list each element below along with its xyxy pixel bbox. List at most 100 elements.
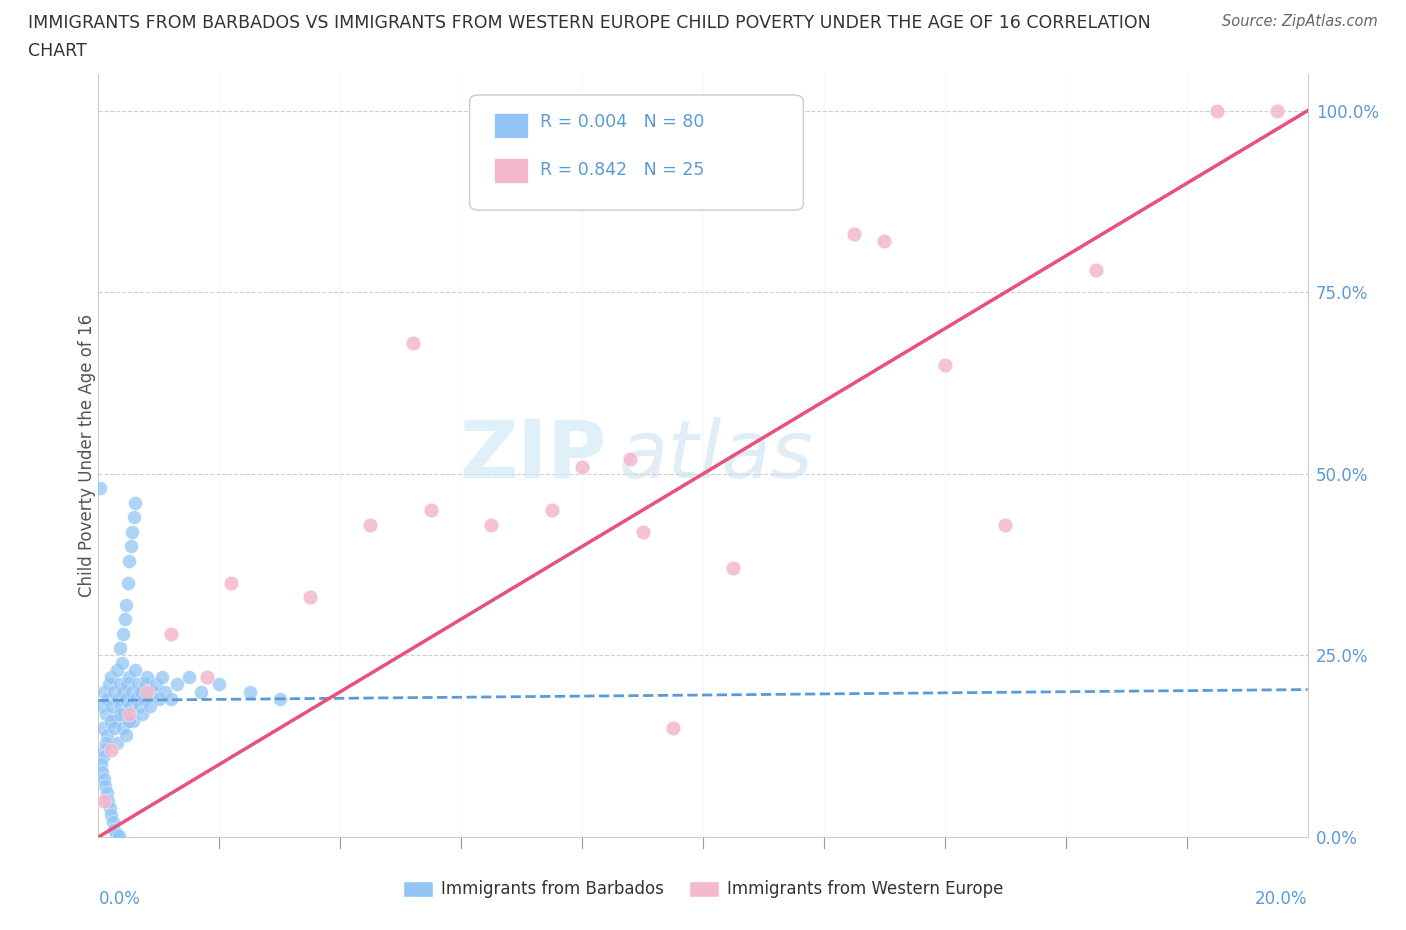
Point — [100, 713, 122, 728]
Point — [360, 517, 382, 532]
Point — [98, 801, 121, 816]
Point — [195, 670, 218, 684]
FancyBboxPatch shape — [494, 113, 527, 138]
Point — [239, 684, 262, 699]
Point — [142, 684, 165, 699]
Point — [131, 706, 153, 721]
Point — [93, 684, 115, 699]
Point — [93, 793, 115, 808]
Point — [114, 612, 136, 627]
Point — [128, 698, 150, 713]
Point — [661, 721, 683, 736]
Point — [844, 227, 866, 242]
Point — [96, 786, 118, 801]
Point — [107, 692, 129, 707]
Point — [190, 684, 212, 699]
Point — [121, 525, 143, 539]
Point — [127, 677, 149, 692]
Point — [103, 822, 125, 837]
Point — [112, 706, 135, 721]
Point — [208, 677, 231, 692]
Y-axis label: Child Poverty Under the Age of 16: Child Poverty Under the Age of 16 — [79, 314, 96, 597]
Point — [121, 684, 143, 699]
Point — [114, 728, 136, 743]
Point — [1267, 103, 1289, 118]
Point — [124, 496, 146, 511]
Point — [150, 670, 173, 684]
Text: 20.0%: 20.0% — [1256, 890, 1308, 909]
Point — [118, 553, 141, 568]
Point — [118, 670, 141, 684]
Point — [540, 503, 562, 518]
Point — [111, 684, 134, 699]
Point — [934, 357, 956, 372]
Point — [145, 677, 167, 692]
Point — [402, 336, 425, 351]
Point — [89, 481, 111, 496]
Point — [221, 576, 243, 591]
Point — [100, 742, 122, 757]
Point — [118, 698, 141, 713]
Point — [723, 561, 745, 576]
Point — [994, 517, 1017, 532]
Point — [105, 662, 128, 677]
Point — [111, 721, 134, 736]
Point — [108, 677, 131, 692]
Point — [100, 698, 122, 713]
Point — [100, 808, 122, 823]
Point — [96, 692, 118, 707]
Point — [91, 750, 114, 764]
Point — [93, 742, 115, 757]
Point — [103, 721, 125, 736]
Point — [98, 677, 121, 692]
Point — [148, 692, 170, 707]
Point — [104, 713, 127, 728]
Legend: Immigrants from Barbados, Immigrants from Western Europe: Immigrants from Barbados, Immigrants fro… — [396, 873, 1010, 905]
Point — [1085, 263, 1108, 278]
Point — [103, 684, 125, 699]
Point — [94, 706, 117, 721]
Point — [132, 692, 155, 707]
Text: CHART: CHART — [28, 42, 87, 60]
Point — [1206, 103, 1229, 118]
Point — [112, 626, 135, 641]
Point — [94, 735, 117, 750]
FancyBboxPatch shape — [494, 158, 527, 183]
Text: IMMIGRANTS FROM BARBADOS VS IMMIGRANTS FROM WESTERN EUROPE CHILD POVERTY UNDER T: IMMIGRANTS FROM BARBADOS VS IMMIGRANTS F… — [28, 14, 1152, 32]
Point — [135, 684, 157, 699]
Point — [93, 772, 115, 787]
Point — [122, 713, 145, 728]
Point — [108, 706, 131, 721]
Point — [115, 597, 138, 612]
Text: ZIP: ZIP — [458, 417, 606, 495]
Point — [619, 452, 641, 467]
Text: R = 0.842   N = 25: R = 0.842 N = 25 — [540, 161, 704, 179]
Point — [124, 662, 146, 677]
Point — [105, 828, 128, 843]
Point — [108, 641, 131, 656]
Point — [108, 828, 131, 843]
Point — [101, 815, 124, 830]
Point — [125, 692, 148, 707]
Point — [153, 684, 176, 699]
Point — [117, 677, 139, 692]
Point — [166, 677, 188, 692]
Point — [114, 692, 136, 707]
Point — [631, 525, 654, 539]
FancyBboxPatch shape — [470, 95, 803, 210]
Point — [100, 670, 122, 684]
Point — [135, 677, 157, 692]
Point — [91, 721, 114, 736]
Point — [481, 517, 503, 532]
Point — [571, 459, 593, 474]
Point — [873, 234, 896, 249]
Point — [110, 698, 132, 713]
Point — [105, 735, 128, 750]
Point — [118, 713, 141, 728]
Point — [90, 757, 112, 772]
Point — [90, 698, 112, 713]
Point — [160, 626, 183, 641]
Point — [160, 692, 183, 707]
Point — [139, 698, 162, 713]
Point — [135, 670, 157, 684]
